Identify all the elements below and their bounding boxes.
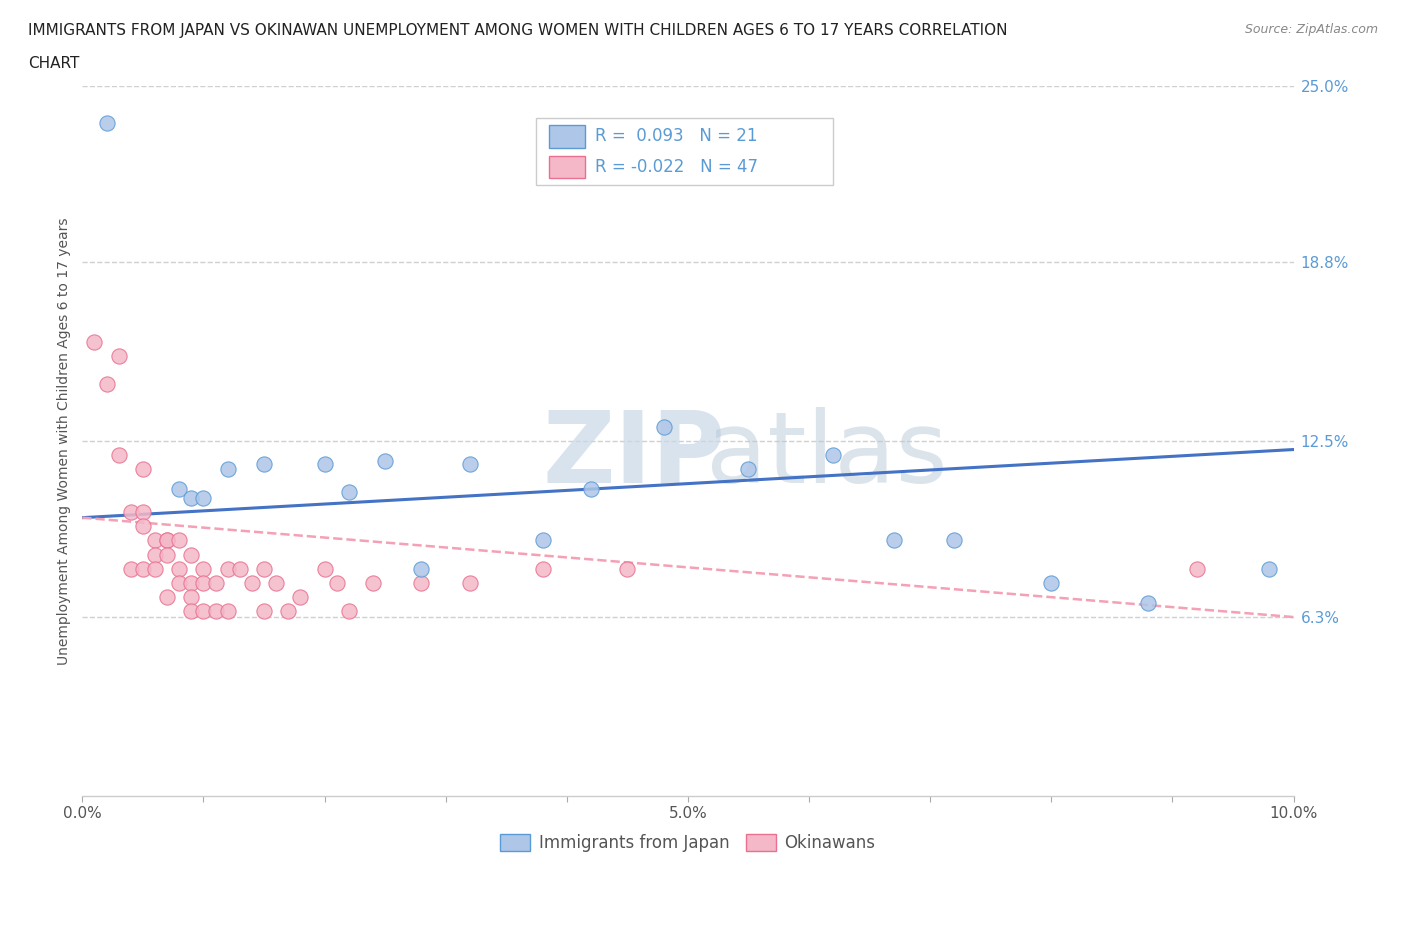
Point (132, 505, 155, 520)
Point (120, 562, 142, 577)
Point (132, 462, 155, 477)
Point (1040, 576, 1063, 591)
Point (253, 457, 276, 472)
Point (132, 562, 155, 577)
Point (277, 604, 299, 618)
Point (314, 562, 336, 577)
Point (458, 576, 481, 591)
Point (1137, 595, 1160, 610)
Point (132, 519, 155, 534)
Point (180, 490, 202, 505)
Point (737, 462, 759, 477)
Point (325, 576, 347, 591)
Y-axis label: Unemployment Among Women with Children Ages 6 to 17 years: Unemployment Among Women with Children A… (58, 218, 72, 665)
Point (156, 590, 179, 604)
Point (167, 576, 190, 591)
Point (96, 115, 118, 130)
Point (180, 604, 202, 618)
Point (411, 562, 433, 577)
Point (167, 533, 190, 548)
Point (616, 562, 638, 577)
Point (193, 490, 215, 505)
Point (167, 562, 190, 577)
Point (143, 547, 166, 562)
Point (290, 590, 312, 604)
Point (229, 562, 252, 577)
Point (120, 505, 142, 520)
Point (823, 447, 845, 462)
Point (1185, 562, 1208, 577)
Point (217, 604, 239, 618)
Point (253, 562, 276, 577)
Point (193, 576, 215, 591)
Point (156, 533, 179, 548)
Point (143, 562, 166, 577)
Point (83, 334, 105, 349)
Point (314, 457, 336, 472)
Point (374, 454, 396, 469)
Point (217, 562, 239, 577)
Point (337, 485, 360, 499)
Point (107, 447, 129, 462)
Point (180, 576, 202, 591)
Point (180, 547, 202, 562)
Text: atlas: atlas (706, 406, 948, 504)
Point (458, 457, 481, 472)
Text: Source: ZipAtlas.com: Source: ZipAtlas.com (1244, 23, 1378, 36)
Point (156, 547, 179, 562)
Point (193, 604, 215, 618)
Point (96, 377, 118, 392)
Point (193, 562, 215, 577)
Point (107, 349, 129, 364)
Point (167, 482, 190, 497)
FancyBboxPatch shape (537, 118, 834, 185)
Text: IMMIGRANTS FROM JAPAN VS OKINAWAN UNEMPLOYMENT AMONG WOMEN WITH CHILDREN AGES 6 : IMMIGRANTS FROM JAPAN VS OKINAWAN UNEMPL… (28, 23, 1008, 38)
Point (240, 576, 263, 591)
Point (943, 533, 966, 548)
Point (217, 462, 239, 477)
Point (883, 533, 905, 548)
FancyBboxPatch shape (548, 155, 585, 179)
Point (156, 533, 179, 548)
Point (337, 604, 360, 618)
Text: CHART: CHART (28, 56, 80, 71)
Point (264, 576, 287, 591)
Point (204, 604, 226, 618)
Point (411, 576, 433, 591)
Legend: Immigrants from Japan, Okinawans: Immigrants from Japan, Okinawans (494, 827, 882, 858)
Text: R = -0.022   N = 47: R = -0.022 N = 47 (595, 158, 758, 176)
Point (180, 590, 202, 604)
Point (204, 576, 226, 591)
Point (531, 533, 554, 548)
Point (531, 562, 554, 577)
Point (579, 482, 602, 497)
FancyBboxPatch shape (548, 126, 585, 148)
Point (143, 533, 166, 548)
Point (361, 576, 384, 591)
Point (253, 604, 276, 618)
Text: R =  0.093   N = 21: R = 0.093 N = 21 (595, 127, 758, 145)
Point (652, 419, 675, 434)
Point (1258, 562, 1281, 577)
Text: ZIP: ZIP (543, 406, 725, 504)
